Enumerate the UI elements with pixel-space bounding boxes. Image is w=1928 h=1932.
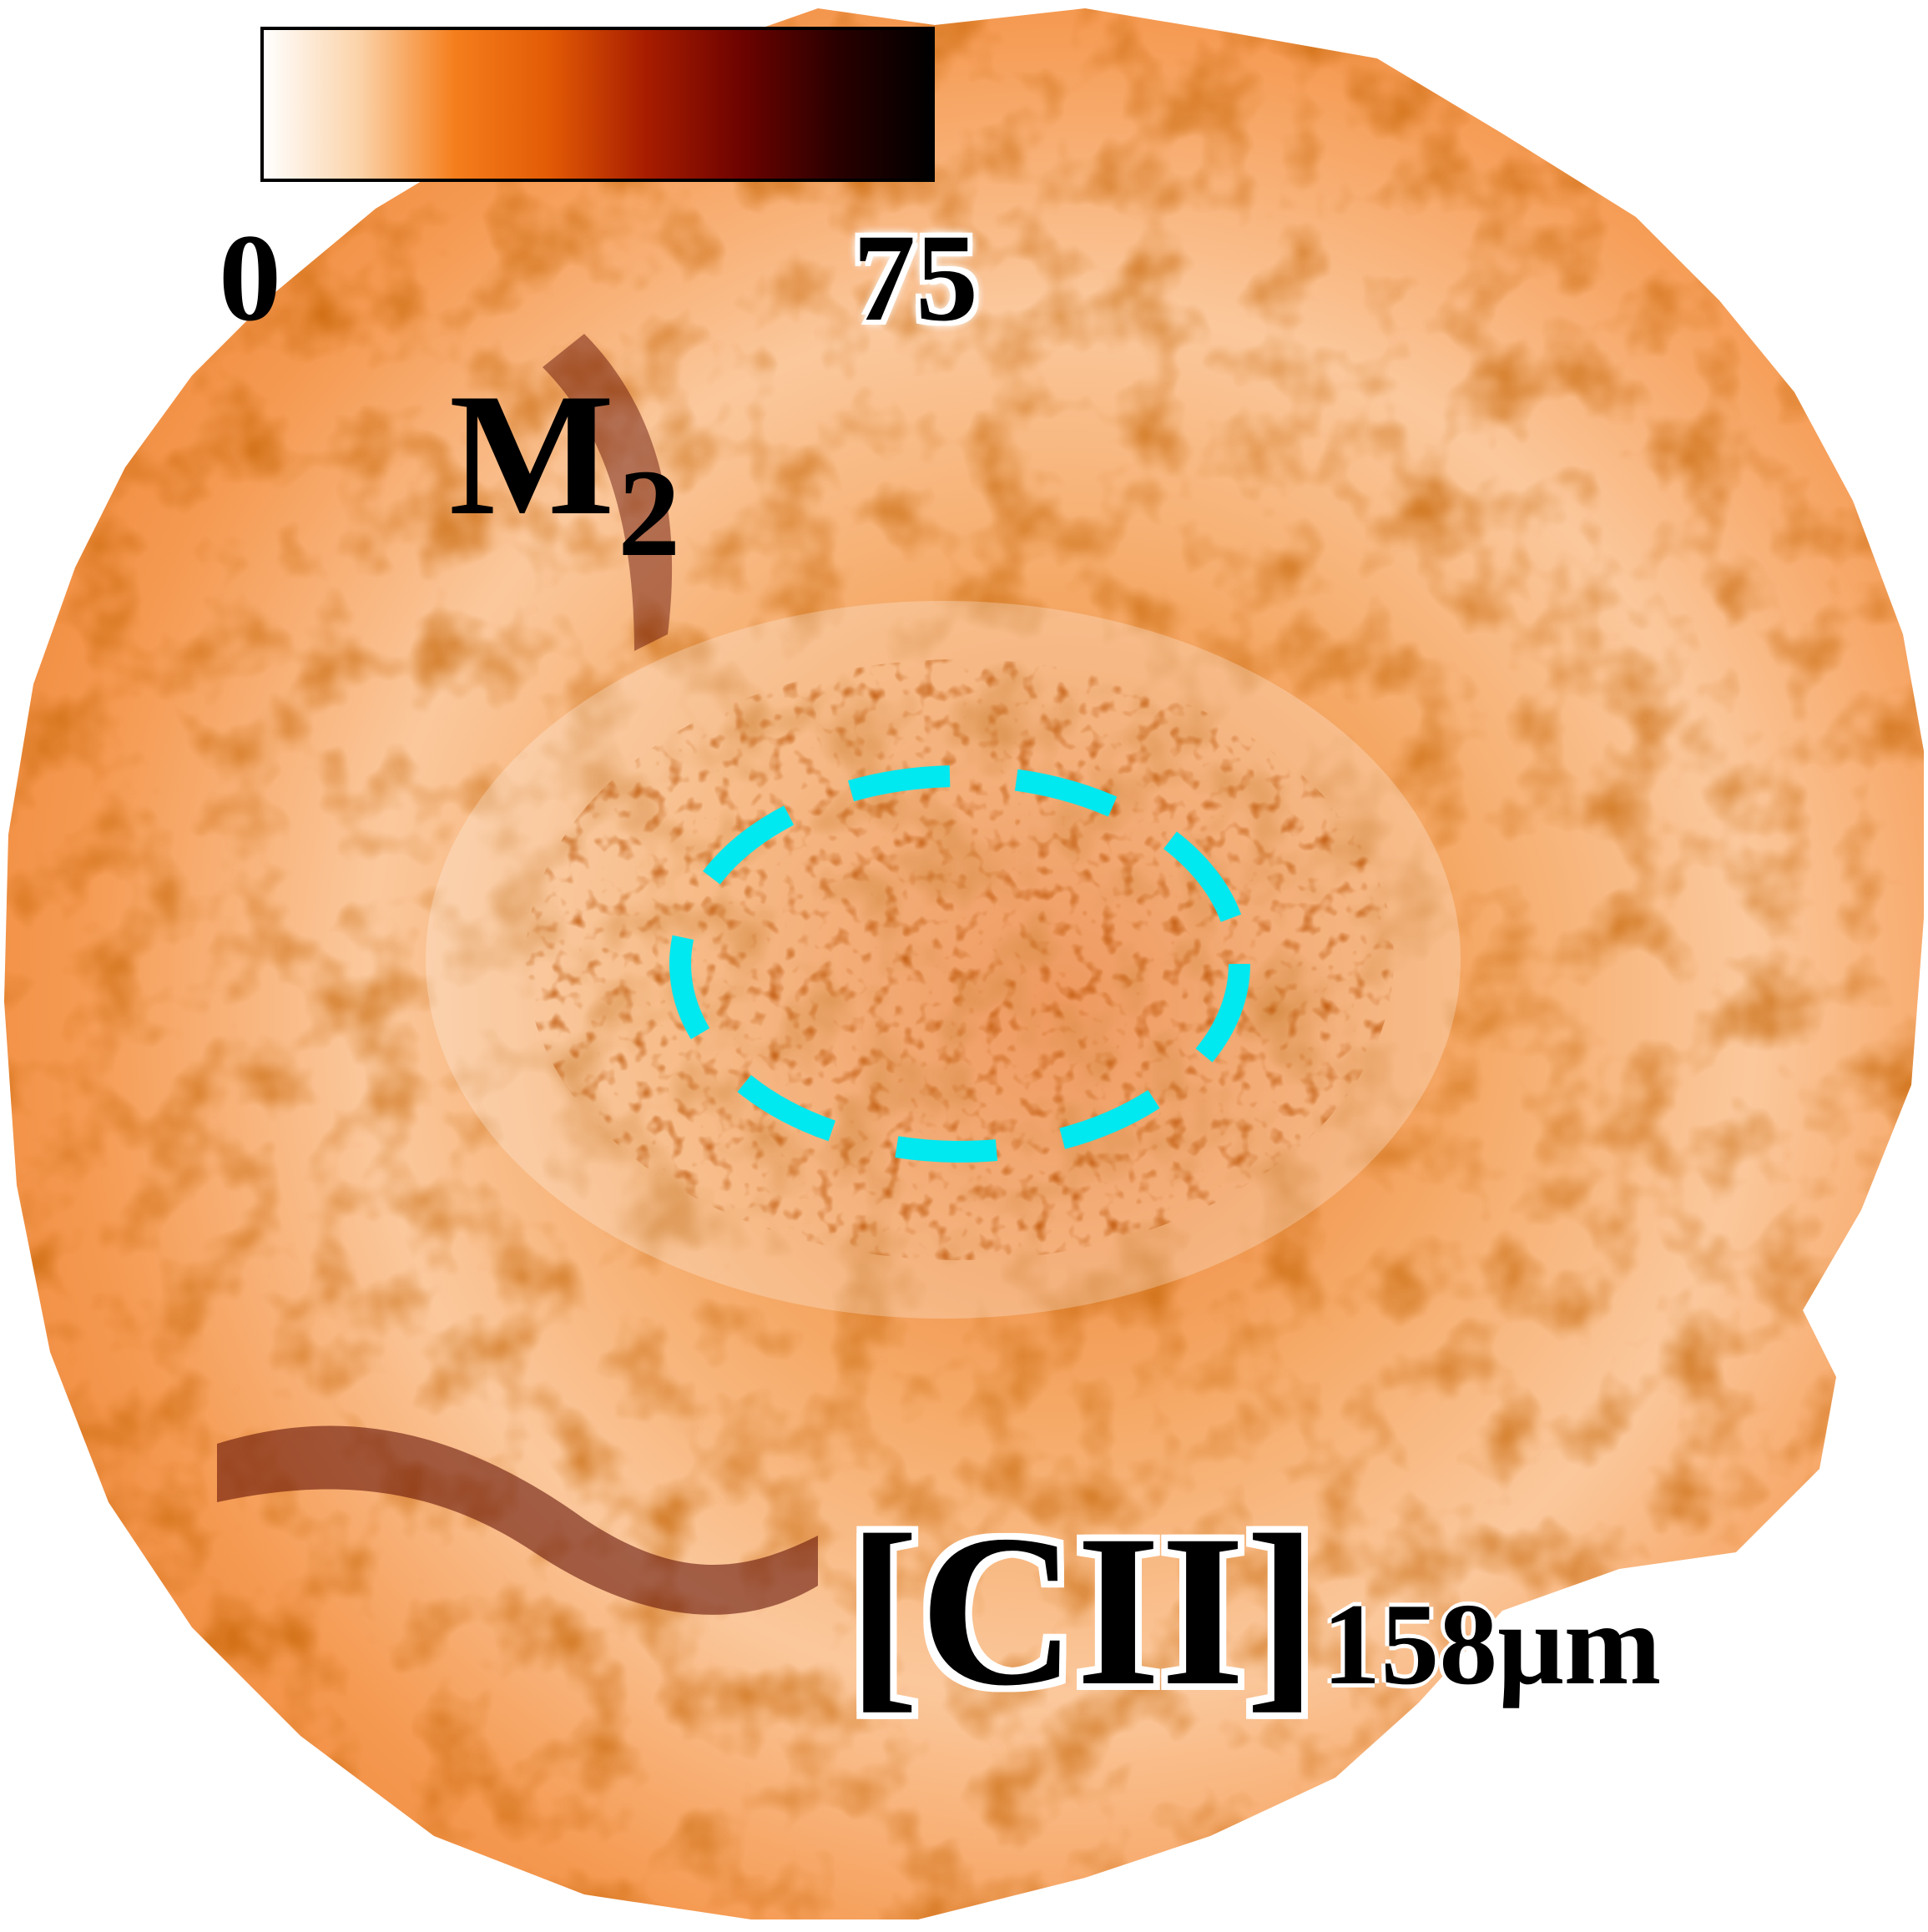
colorbar-max-label: 75 xyxy=(853,209,978,347)
quantity-label: M2 xyxy=(449,367,680,576)
quantity-symbol: M xyxy=(449,358,615,552)
central-speckle xyxy=(526,659,1394,1260)
line-species: [CII] xyxy=(847,1491,1318,1731)
line-label: [CII]158μm xyxy=(847,1502,1661,1719)
region-marker-ellipse xyxy=(669,765,1250,1163)
colorbar-min-label: 0 xyxy=(219,209,281,347)
quantity-subscript: 2 xyxy=(618,444,681,583)
dark-upper-filament xyxy=(543,334,673,651)
line-wavelength: 158μm xyxy=(1322,1580,1662,1709)
dark-lower-filament xyxy=(217,1425,818,1615)
colorbar xyxy=(260,27,935,182)
